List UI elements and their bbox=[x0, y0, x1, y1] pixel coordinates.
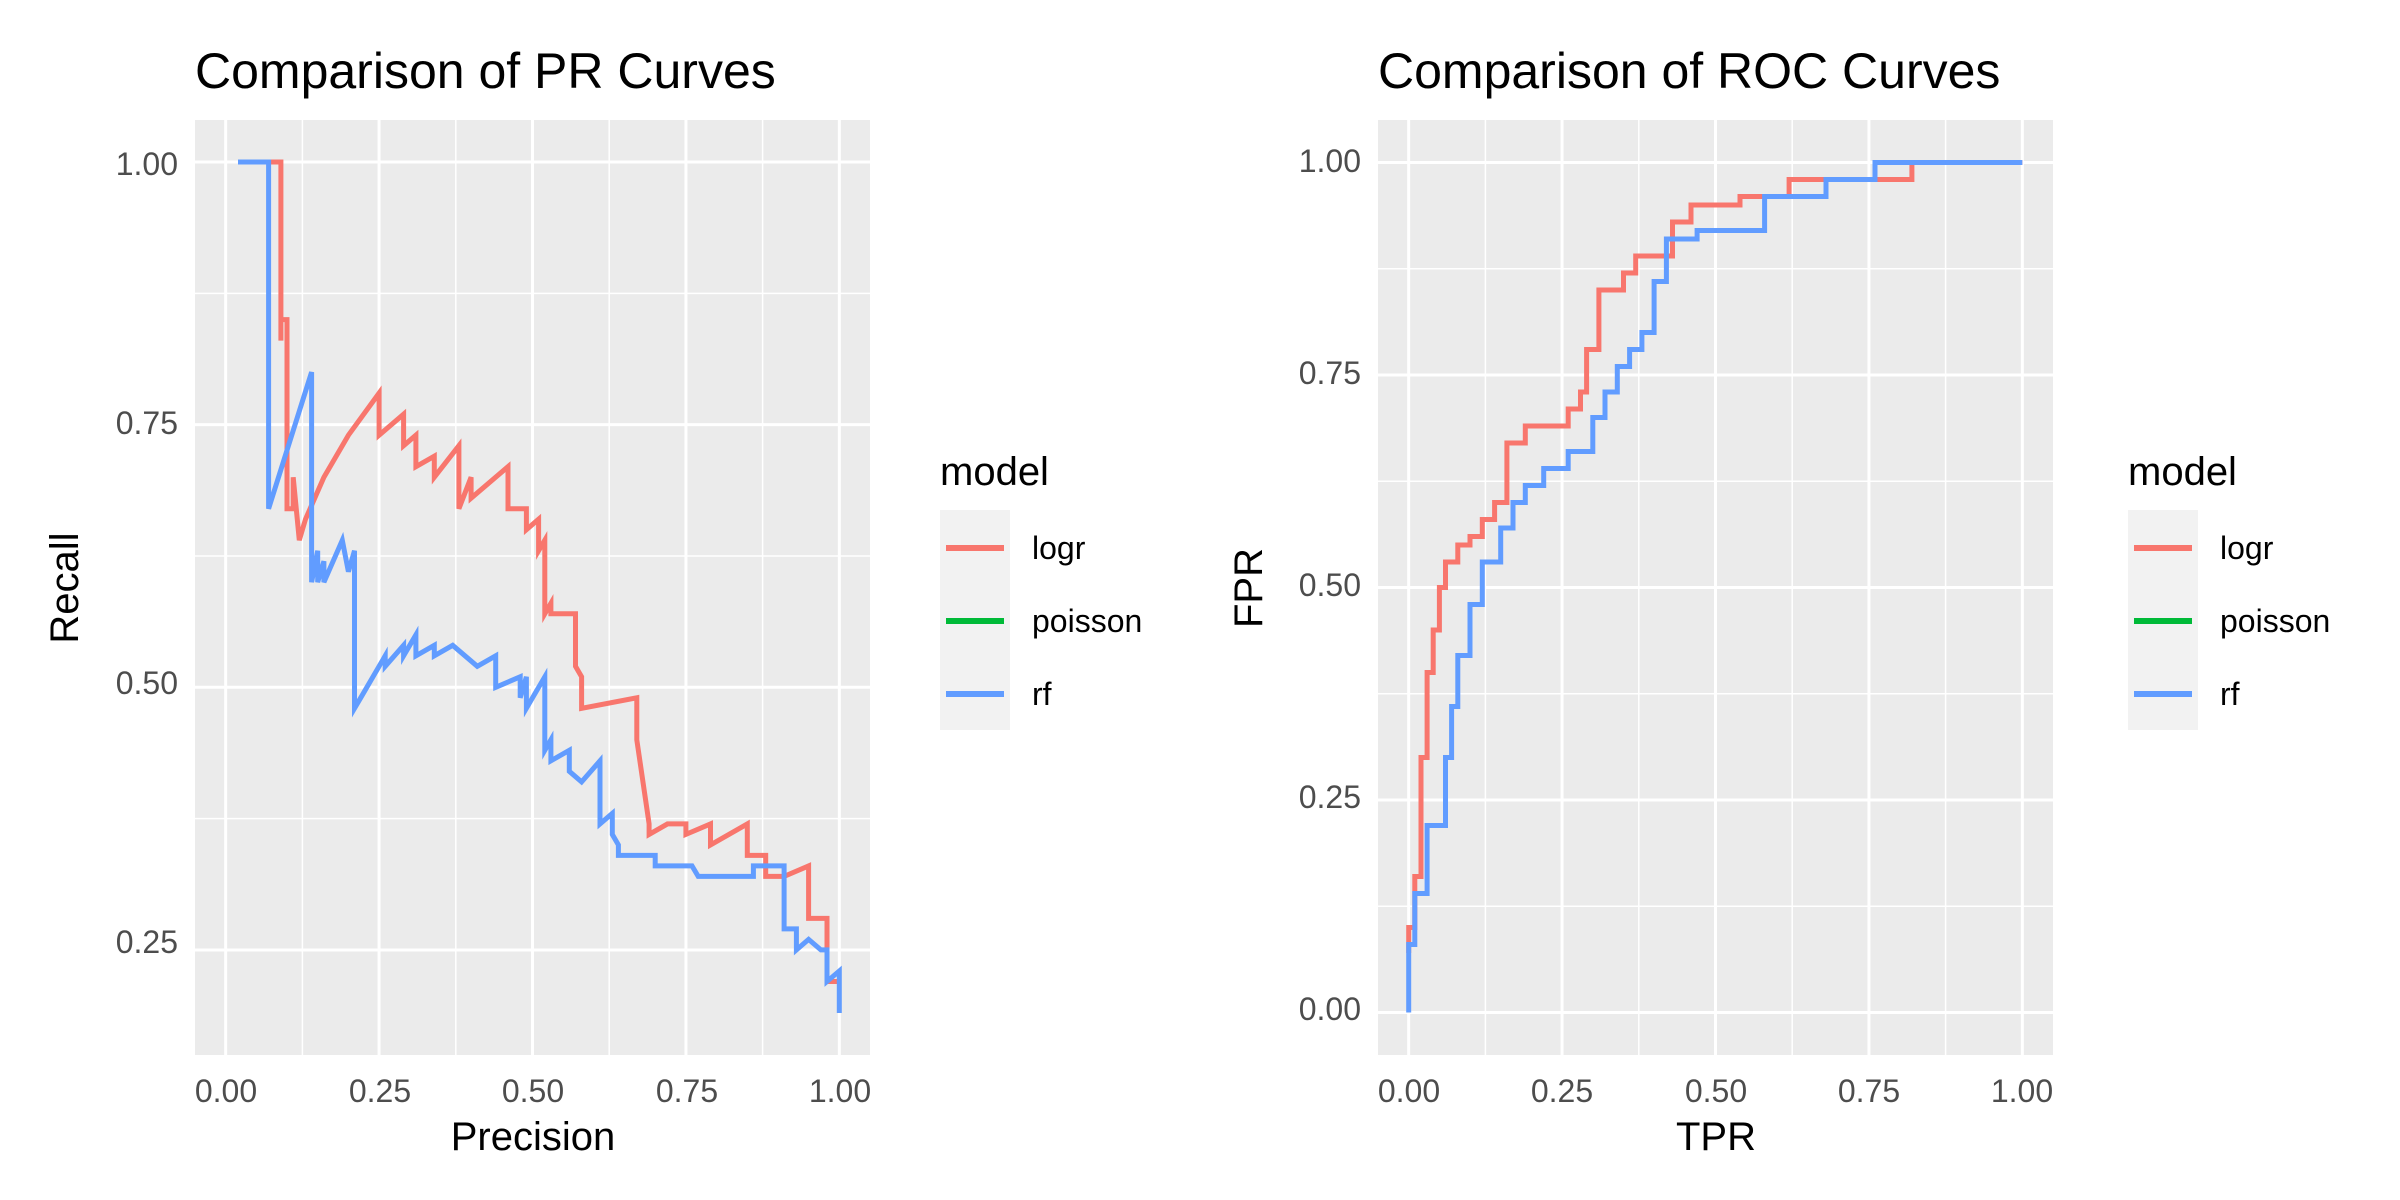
pr-x-tick-label: 1.00 bbox=[809, 1073, 871, 1109]
pr-series-line-rf bbox=[238, 159, 842, 1013]
roc-x-ticks: 0.00 0.25 0.50 0.75 1.00 bbox=[1378, 1073, 2053, 1109]
roc-y-tick-label: 0.25 bbox=[1299, 779, 1361, 815]
pr-legend-title: model bbox=[940, 450, 1049, 494]
pr-x-axis-title: Precision bbox=[451, 1115, 616, 1159]
roc-legend-label-logr: logr bbox=[2220, 530, 2274, 566]
roc-chart: Comparison of ROC Curves 0.00 0.25 0.50 … bbox=[1227, 43, 2330, 1159]
pr-series-line-logr bbox=[238, 159, 840, 984]
pr-y-ticks: 0.25 0.50 0.75 1.00 bbox=[116, 146, 178, 960]
pr-legend: model logr poisson rf bbox=[940, 450, 1142, 730]
roc-series-layer bbox=[1406, 160, 2023, 1013]
pr-legend-label-logr: logr bbox=[1032, 530, 1086, 566]
roc-x-tick-label: 1.00 bbox=[1991, 1073, 2053, 1109]
roc-legend-title: model bbox=[2128, 450, 2237, 494]
pr-x-tick-label: 0.75 bbox=[656, 1073, 718, 1109]
pr-y-tick-label: 1.00 bbox=[116, 146, 178, 182]
roc-y-tick-label: 0.75 bbox=[1299, 355, 1361, 391]
pr-y-tick-label: 0.75 bbox=[116, 405, 178, 441]
roc-x-tick-label: 0.00 bbox=[1378, 1073, 1440, 1109]
roc-y-tick-label: 0.50 bbox=[1299, 567, 1361, 603]
pr-x-tick-label: 0.00 bbox=[195, 1073, 257, 1109]
pr-gridlines bbox=[195, 120, 870, 1055]
pr-chart-title: Comparison of PR Curves bbox=[195, 43, 776, 99]
pr-legend-label-poisson: poisson bbox=[1032, 603, 1142, 639]
roc-x-tick-label: 0.50 bbox=[1685, 1073, 1747, 1109]
pr-x-tick-label: 0.25 bbox=[349, 1073, 411, 1109]
pr-legend-label-rf: rf bbox=[1032, 676, 1052, 712]
roc-legend-label-poisson: poisson bbox=[2220, 603, 2330, 639]
roc-y-axis-title: FPR bbox=[1227, 548, 1271, 628]
pr-y-tick-label: 0.50 bbox=[116, 665, 178, 701]
roc-chart-title: Comparison of ROC Curves bbox=[1378, 43, 2000, 99]
pr-series-layer bbox=[238, 159, 842, 1013]
roc-legend: model logr poisson rf bbox=[2128, 450, 2330, 730]
pr-y-axis-title: Recall bbox=[43, 532, 87, 643]
roc-x-tick-label: 0.75 bbox=[1838, 1073, 1900, 1109]
pr-x-tick-label: 0.50 bbox=[502, 1073, 564, 1109]
roc-y-tick-label: 0.00 bbox=[1299, 991, 1361, 1027]
roc-legend-label-rf: rf bbox=[2220, 676, 2240, 712]
roc-y-tick-label: 1.00 bbox=[1299, 143, 1361, 179]
roc-x-axis-title: TPR bbox=[1676, 1115, 1756, 1159]
roc-gridlines bbox=[1378, 120, 2053, 1055]
roc-y-ticks: 0.00 0.25 0.50 0.75 1.00 bbox=[1299, 143, 1361, 1027]
roc-series-line-logr bbox=[1406, 160, 2023, 953]
roc-x-tick-label: 0.25 bbox=[1531, 1073, 1593, 1109]
pr-y-tick-label: 0.25 bbox=[116, 924, 178, 960]
roc-series-line-rf bbox=[1406, 160, 2023, 1013]
pr-chart: Comparison of PR Curves 0.00 0.25 0.50 0… bbox=[43, 43, 1142, 1159]
pr-x-ticks: 0.00 0.25 0.50 0.75 1.00 bbox=[195, 1073, 871, 1109]
